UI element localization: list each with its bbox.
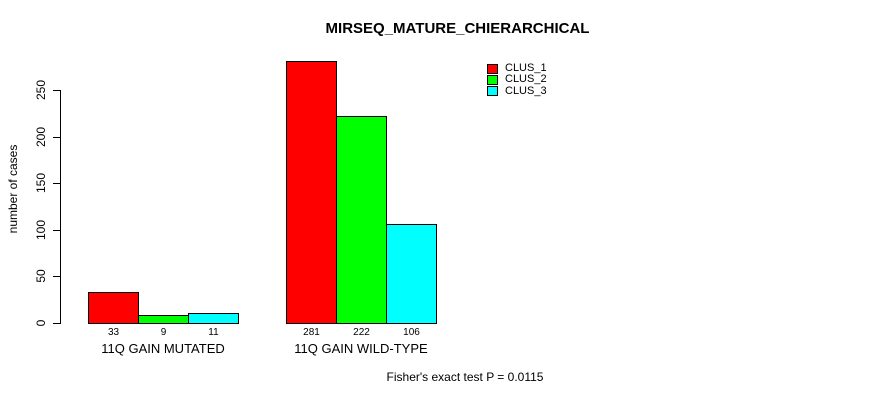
- legend-label: CLUS_3: [505, 84, 547, 97]
- bar-value-label: 9: [160, 327, 167, 338]
- legend-item: CLUS_3: [487, 84, 547, 97]
- legend-label: CLUS_2: [505, 73, 547, 86]
- y-tick-label: 200: [34, 126, 48, 148]
- bar-value-label: 33: [107, 327, 120, 338]
- y-axis-line: [60, 90, 61, 324]
- bar: [336, 116, 387, 324]
- y-tick-mark: [53, 323, 60, 324]
- bar-value-label: 222: [353, 327, 370, 338]
- annotation-text: Fisher's exact test P = 0.0115: [386, 370, 544, 384]
- y-tick-mark: [53, 230, 60, 231]
- category-label: 11Q GAIN MUTATED: [101, 341, 225, 356]
- bar: [386, 224, 437, 324]
- y-tick-label: 0: [34, 319, 48, 327]
- y-tick-mark: [53, 183, 60, 184]
- y-tick-mark: [53, 276, 60, 277]
- y-axis-title: number of cases: [6, 144, 20, 234]
- bar: [138, 315, 189, 324]
- y-tick-label: 150: [34, 172, 48, 194]
- y-tick-label: 250: [34, 79, 48, 101]
- y-tick-label: 50: [34, 269, 48, 283]
- legend-label: CLUS_1: [505, 62, 547, 75]
- bar: [88, 292, 139, 324]
- legend-item: CLUS_1: [487, 63, 547, 74]
- legend-swatch: [487, 74, 498, 85]
- legend-swatch: [487, 63, 498, 74]
- y-tick-label: 100: [34, 219, 48, 241]
- category-label: 11Q GAIN WILD-TYPE: [294, 341, 428, 356]
- bar-value-label: 11: [208, 327, 219, 338]
- y-tick-mark: [53, 90, 60, 91]
- chart-title: MIRSEQ_MATURE_CHIERARCHICAL: [325, 20, 590, 37]
- bar: [286, 61, 337, 324]
- bar-value-label: 281: [303, 327, 320, 338]
- bar-value-label: 106: [403, 327, 420, 338]
- legend-item: CLUS_2: [487, 74, 547, 85]
- y-tick-mark: [53, 137, 60, 138]
- legend-swatch: [487, 86, 498, 97]
- legend: CLUS_1 CLUS_2 CLUS_3: [487, 63, 547, 97]
- bar: [188, 313, 239, 324]
